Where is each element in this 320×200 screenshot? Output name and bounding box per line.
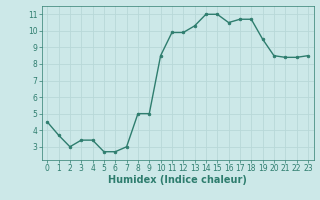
X-axis label: Humidex (Indice chaleur): Humidex (Indice chaleur) xyxy=(108,175,247,185)
